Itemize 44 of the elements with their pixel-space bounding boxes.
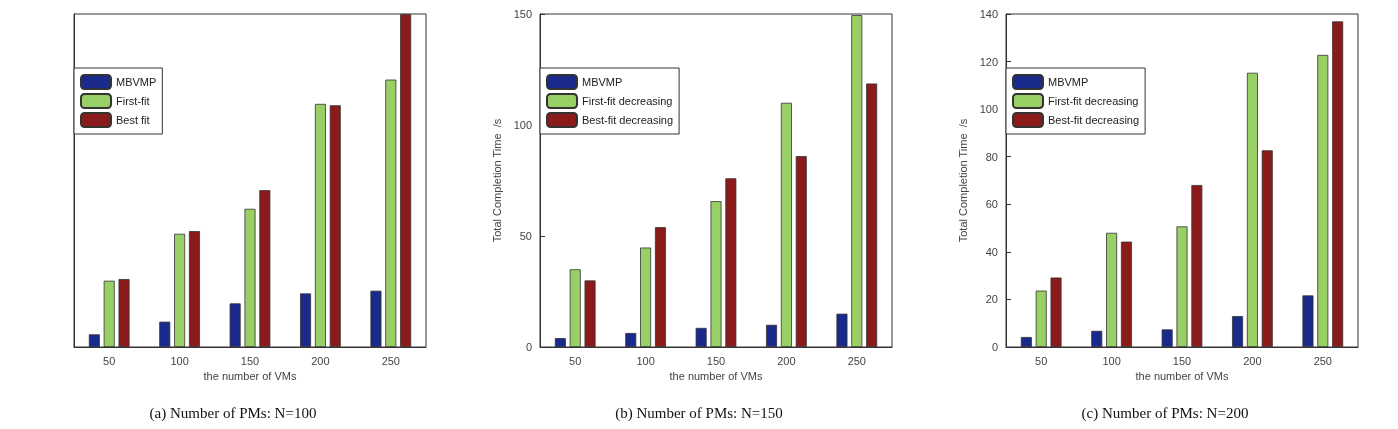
x-tick-label: 200 — [777, 354, 796, 367]
y-tick-label: 80 — [985, 150, 998, 163]
x-tick-label: 50 — [103, 354, 116, 367]
x-tick-label: 250 — [381, 354, 400, 367]
x-tick-label: 150 — [240, 354, 260, 367]
y-tick-label: 60 — [985, 198, 998, 211]
x-tick-label: 250 — [847, 354, 866, 367]
legend-label: MBVMP — [1048, 76, 1089, 88]
legend-label: MBVMP — [116, 76, 157, 88]
x-tick-label: 100 — [1102, 354, 1121, 367]
legend-label: Best-fit decreasing — [582, 114, 674, 126]
legend-label: MBVMP — [582, 76, 623, 88]
legend-label: First-fit decreasing — [582, 95, 673, 107]
y-tick-label: 0 — [525, 341, 532, 353]
y-axis-title: Total Completion Time /s — [957, 118, 970, 243]
y-tick-label: 100 — [513, 119, 532, 131]
text: (a) Number of PMs: N=100 — [149, 404, 317, 422]
x-tick-label: 100 — [636, 354, 655, 367]
x-tick-label: 200 — [1243, 354, 1262, 367]
legend-label: First-fit — [116, 95, 150, 107]
x-tick-label: 50 — [1035, 354, 1048, 367]
x-axis-title: the number of VMs — [1135, 370, 1229, 383]
text: (c) Number of PMs: N=200 — [1081, 404, 1249, 422]
y-tick-label: 100 — [979, 103, 998, 116]
x-tick-label: 100 — [170, 354, 189, 367]
text: (b) Number of PMs: N=150 — [615, 404, 783, 422]
x-tick-label: 250 — [1313, 354, 1332, 367]
y-tick-label: 50 — [519, 230, 532, 242]
x-tick-label: 200 — [311, 354, 330, 367]
x-axis-title: the number of VMs — [669, 370, 763, 383]
y-tick-label: 140 — [979, 8, 998, 20]
y-tick-label: 40 — [985, 245, 998, 258]
legend-label: First-fit decreasing — [1048, 95, 1139, 107]
legend-label: Best fit — [116, 114, 150, 126]
y-tick-label: 0 — [991, 341, 998, 353]
x-axis-title: the number of VMs — [203, 370, 297, 383]
legend-label: Best-fit decreasing — [1048, 114, 1140, 126]
y-tick-label: 120 — [979, 55, 998, 68]
y-axis-title: Total Completion Time /s — [491, 118, 504, 243]
y-tick-label: 150 — [513, 8, 532, 20]
y-tick-label: 20 — [985, 293, 998, 306]
x-tick-label: 150 — [1172, 354, 1192, 367]
x-tick-label: 50 — [569, 354, 582, 367]
x-tick-label: 150 — [706, 354, 726, 367]
